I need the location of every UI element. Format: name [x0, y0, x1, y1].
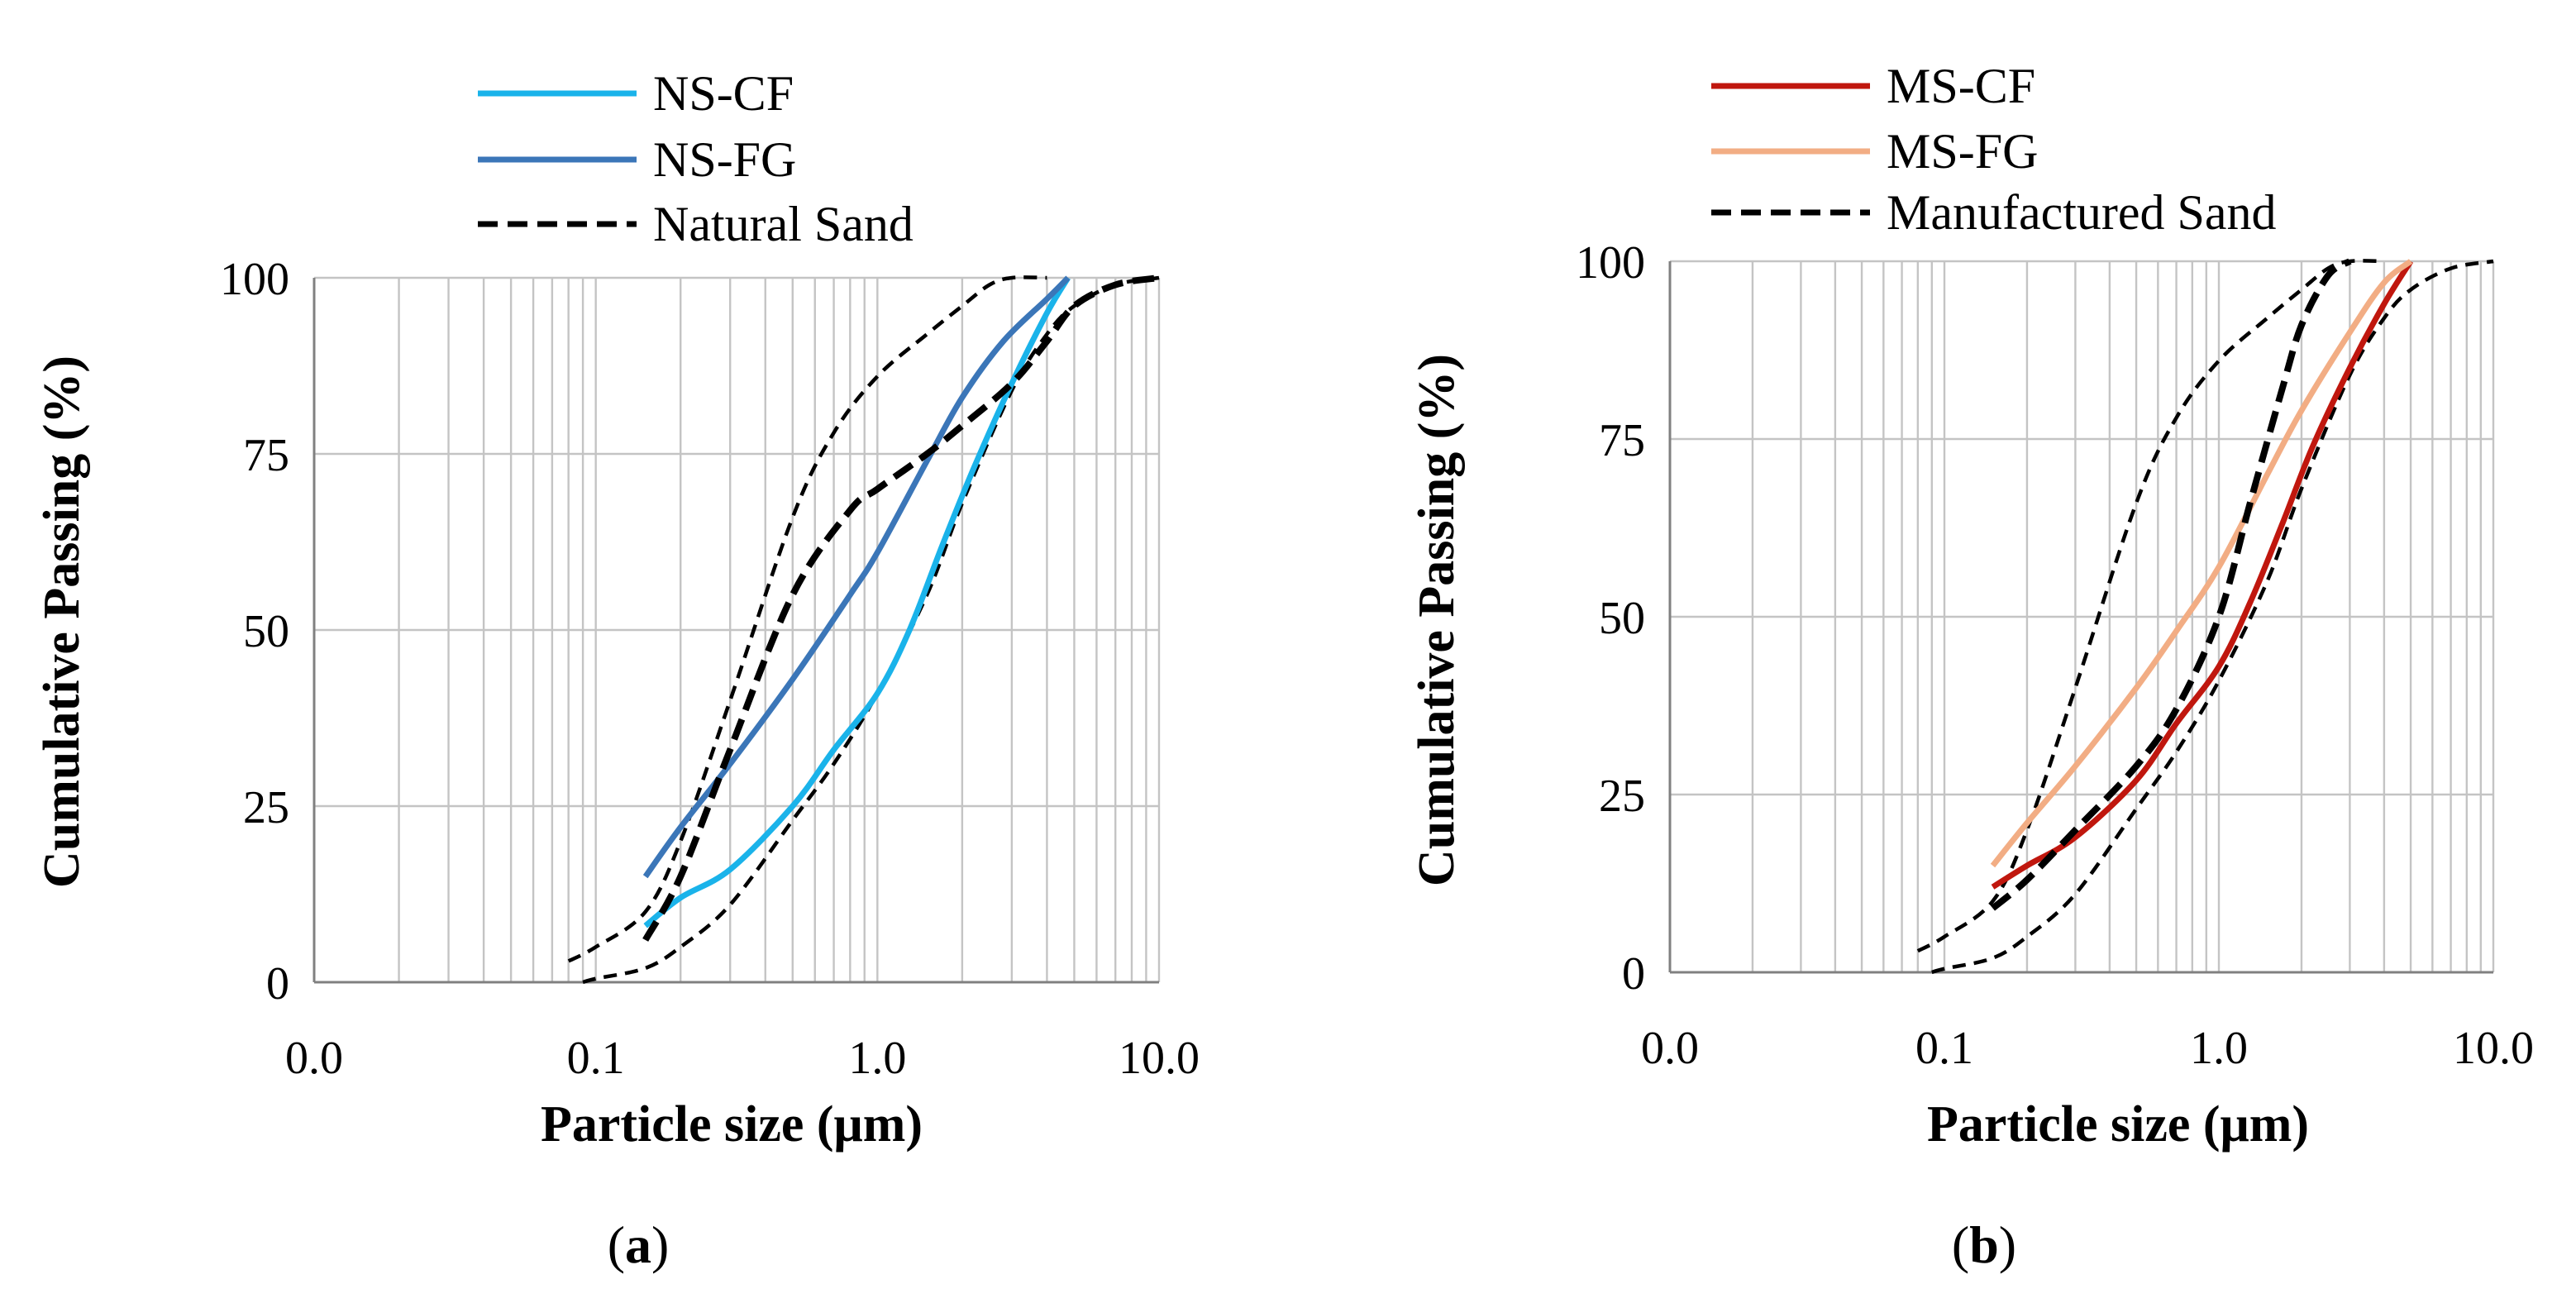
panel-b-x-axis-title: Particle size (μm) [1927, 1096, 2309, 1153]
panel-a-y-axis-title: Cumulative Passing (%) [34, 356, 90, 888]
series-line-natural-sand [642, 274, 1160, 942]
y-tick-label: 0 [1622, 948, 1645, 1000]
series-line-manufactured-sand [1990, 258, 2352, 911]
panel-b-envelope-lower [1931, 259, 2494, 975]
panel-b: 0.0 0.1 1.0 10.0 0 25 50 75 100 MS-CF MS-FG Manu… [1409, 59, 2534, 1274]
y-tick-label: 50 [243, 606, 289, 657]
x-tick-label: 0.1 [1915, 1023, 1973, 1074]
panel-a-ticks: 0.0 0.1 1.0 10.0 0 25 50 75 100 [220, 254, 1200, 1084]
panel-b-caption: (b) [1952, 1215, 2016, 1274]
legend-label-ns-cf: NS-CF [653, 66, 794, 121]
y-tick-label: 75 [243, 430, 289, 481]
legend-label-ns-fg: NS-FG [653, 132, 796, 187]
x-tick-label: 1.0 [2190, 1023, 2248, 1074]
panel-b-y-axis-title: Cumulative Passing (%) [1409, 354, 1465, 886]
panel-b-envelope-upper [1916, 259, 2384, 953]
panel-b-series [1990, 258, 2414, 911]
series-line-ns-cf [643, 276, 1071, 928]
panel-a-x-axis-title: Particle size (μm) [541, 1096, 923, 1153]
y-tick-label: 50 [1599, 593, 1645, 644]
series-line-ms-fg [1990, 259, 2413, 868]
panel-a-caption: (a) [608, 1215, 670, 1274]
y-tick-label: 75 [1599, 415, 1645, 466]
series-line-ms-cf [1991, 260, 2414, 890]
x-tick-label: 0.1 [567, 1033, 625, 1084]
x-tick-label: 0.0 [285, 1033, 343, 1084]
x-tick-label: 0.0 [1641, 1023, 1699, 1074]
y-tick-label: 25 [1599, 771, 1645, 822]
y-tick-label: 25 [243, 782, 289, 833]
legend-label-ms-cf: MS-CF [1887, 59, 2035, 113]
panel-b-ticks: 0.0 0.1 1.0 10.0 0 25 50 75 100 [1576, 237, 2534, 1074]
panel-b-grid [1668, 260, 2495, 972]
legend-label-natural-sand: Natural Sand [653, 197, 914, 251]
x-tick-label: 1.0 [848, 1033, 906, 1084]
y-tick-label: 100 [220, 254, 289, 305]
panel-a-series [642, 274, 1160, 942]
x-tick-label: 10.0 [1119, 1033, 1200, 1084]
panel-a-grid [312, 276, 1161, 982]
series-line-ns-fg [642, 275, 1071, 879]
x-tick-label: 10.0 [2453, 1023, 2534, 1074]
panel-a-legend: NS-CF NS-FG Natural Sand [478, 66, 914, 251]
legend-label-manufactured-sand: Manufactured Sand [1887, 185, 2277, 240]
legend-label-ms-fg: MS-FG [1887, 124, 2038, 179]
y-tick-label: 100 [1576, 237, 1645, 289]
panel-a-axes [312, 278, 1159, 984]
panel-a: 0.0 0.1 1.0 10.0 0 25 50 75 100 NS-CF NS-FG Natu… [34, 66, 1200, 1274]
panel-b-axes [1668, 261, 2493, 974]
y-tick-label: 0 [266, 958, 289, 1009]
panel-b-legend: MS-CF MS-FG Manufactured Sand [1711, 59, 2277, 240]
panel-b-envelopes [1916, 259, 2494, 975]
